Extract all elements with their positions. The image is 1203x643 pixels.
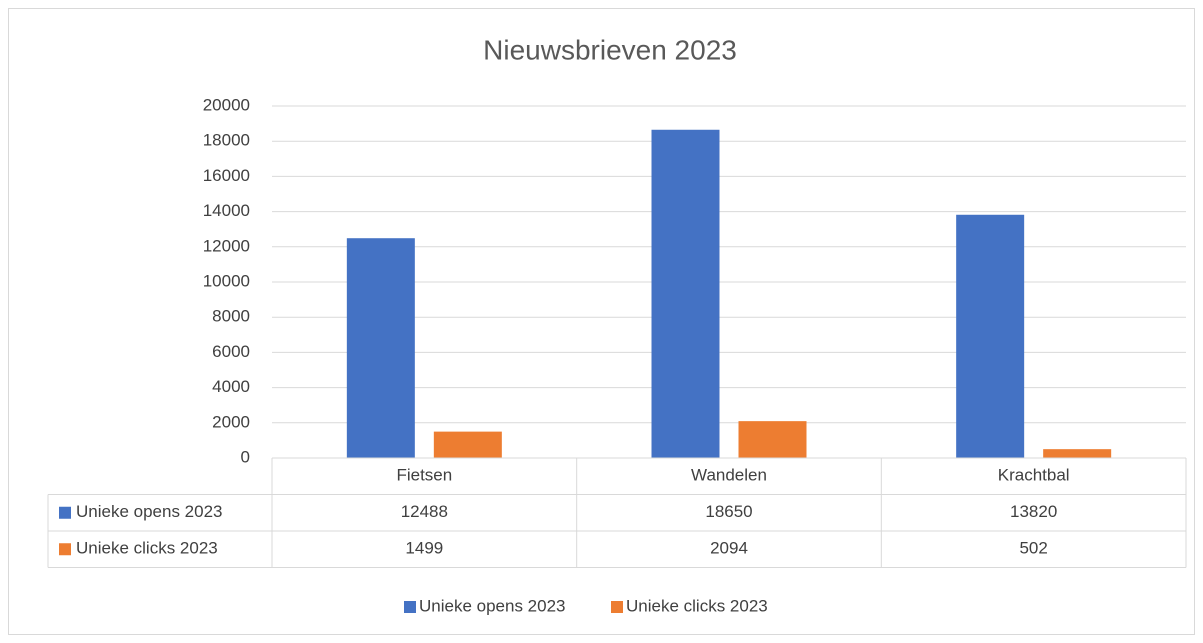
x-tick-label: Fietsen xyxy=(396,466,452,485)
y-tick-label: 0 xyxy=(241,447,250,466)
chart-title: Nieuwsbrieven 2023 xyxy=(483,34,737,65)
table-value: 502 xyxy=(1019,539,1047,558)
bar xyxy=(651,129,720,458)
x-tick-label: Krachtbal xyxy=(998,466,1070,485)
legend-label: Unieke opens 2023 xyxy=(419,596,566,615)
table-value: 12488 xyxy=(401,502,448,521)
table-legend-key xyxy=(59,543,71,556)
y-tick-label: 14000 xyxy=(203,201,250,220)
legend-key xyxy=(611,601,623,613)
y-tick-label: 4000 xyxy=(212,377,250,396)
y-tick-label: 8000 xyxy=(212,307,250,326)
table-legend-label: Unieke clicks 2023 xyxy=(76,539,218,558)
bar xyxy=(956,214,1025,458)
y-tick-label: 12000 xyxy=(203,236,250,255)
legend-key xyxy=(404,601,416,613)
bar xyxy=(1043,449,1112,458)
y-tick-label: 10000 xyxy=(203,271,250,290)
y-tick-label: 20000 xyxy=(203,95,250,114)
y-tick-label: 18000 xyxy=(203,131,250,150)
table-legend-key xyxy=(59,506,71,519)
table-value: 13820 xyxy=(1010,502,1057,521)
y-tick-label: 16000 xyxy=(203,166,250,185)
table-legend-label: Unieke opens 2023 xyxy=(76,502,223,521)
y-tick-label: 2000 xyxy=(212,412,250,431)
bar xyxy=(433,431,502,458)
bar xyxy=(738,421,807,458)
bar xyxy=(346,238,415,458)
table-value: 18650 xyxy=(705,502,752,521)
x-tick-label: Wandelen xyxy=(691,466,767,485)
legend-label: Unieke clicks 2023 xyxy=(626,596,768,615)
table-value: 1499 xyxy=(405,539,443,558)
table-value: 2094 xyxy=(710,539,748,558)
y-tick-label: 6000 xyxy=(212,342,250,361)
